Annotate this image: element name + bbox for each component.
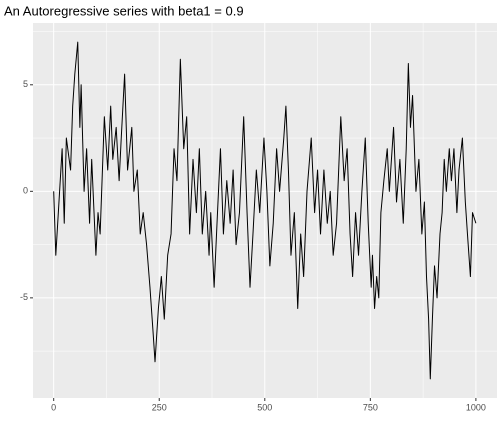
x-tick-label: 1000	[466, 402, 486, 412]
chart-title: An Autoregressive series with beta1 = 0.…	[4, 3, 244, 18]
y-tick-label: 0	[23, 186, 28, 196]
y-tick-label: 5	[23, 79, 28, 89]
series-line	[53, 41, 477, 380]
x-tick-label: 0	[51, 402, 56, 412]
y-tick-label: -5	[20, 292, 28, 302]
x-tick-label: 250	[152, 402, 167, 412]
x-tick-label: 750	[363, 402, 378, 412]
x-tick-label: 500	[257, 402, 272, 412]
